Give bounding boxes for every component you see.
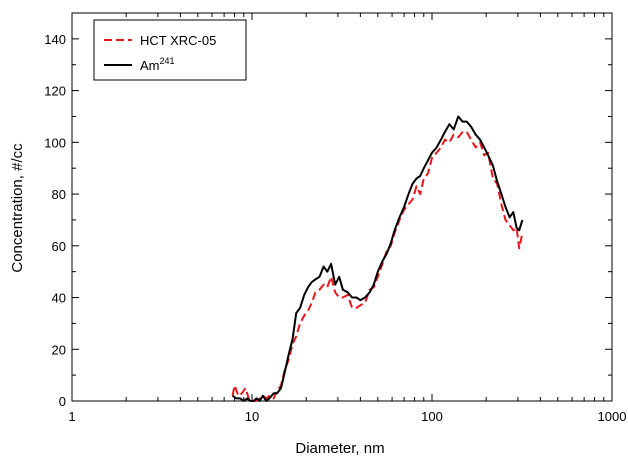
plot-frame: [71, 12, 613, 402]
x-tick-label: 10: [245, 409, 259, 424]
y-tick-label: 120: [44, 84, 66, 99]
y-tick-label: 140: [44, 32, 66, 47]
y-tick-label: 20: [52, 342, 66, 357]
legend-label-am241: Am241: [140, 56, 175, 73]
x-tick-label: 100: [421, 409, 443, 424]
legend-label-am241-base: Am: [140, 58, 160, 73]
x-tick-label: 1: [68, 409, 75, 424]
series-group: [231, 115, 524, 402]
plot-area: [71, 12, 613, 402]
y-tick-label: 0: [59, 394, 66, 409]
legend-box: [93, 19, 247, 81]
legend-label-am241-sup: 241: [160, 56, 175, 66]
y-tick-label: 100: [44, 135, 66, 150]
x-tick-label: 1000: [598, 409, 627, 424]
y-axis-title: Concentration, #/cc: [9, 143, 26, 273]
x-axis-title: Diameter, nm: [295, 440, 384, 457]
y-tick-label: 40: [52, 291, 66, 306]
series-line-1: [232, 115, 524, 402]
y-tick-label: 60: [52, 239, 66, 254]
legend-label-hct: HCT XRC-05: [140, 33, 216, 48]
legend: HCT XRC-05 Am241: [93, 19, 247, 81]
y-tick-label: 80: [52, 187, 66, 202]
series-line-0: [231, 131, 524, 402]
axis-ticks: 1 10 100 1000 0 20 40 60 80 100 120 140: [44, 13, 626, 424]
